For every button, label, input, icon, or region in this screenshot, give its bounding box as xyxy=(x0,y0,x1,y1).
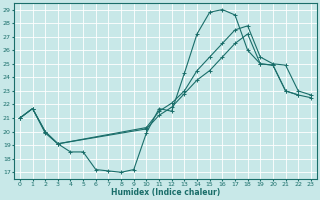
X-axis label: Humidex (Indice chaleur): Humidex (Indice chaleur) xyxy=(111,188,220,197)
